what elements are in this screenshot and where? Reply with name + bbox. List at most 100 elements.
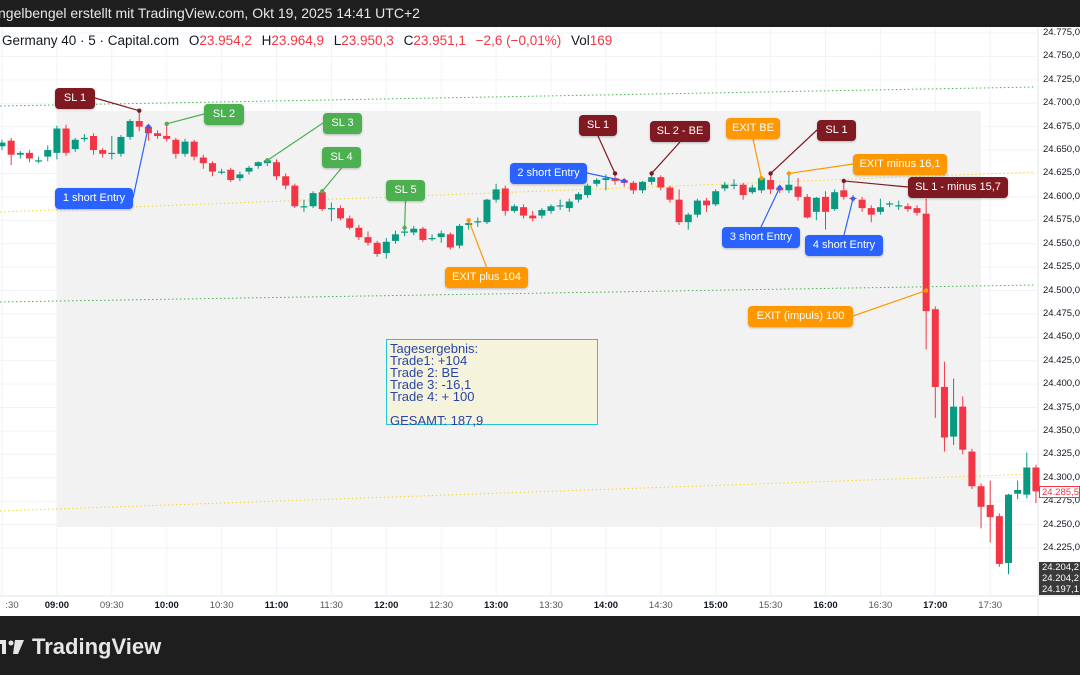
callout-anchor-point [786,171,792,176]
close-label: C [403,33,414,48]
candle-down [208,163,216,172]
time-axis-label: 15:00 [703,600,728,611]
candle-up [245,167,253,172]
price-marker-label: 24.204,2 [1039,573,1080,584]
price-axis-label: 24.475,0 [1043,307,1080,319]
candle-up [181,141,189,154]
callout-exit-orange[interactable]: EXIT BE [726,118,780,139]
callout-connector [468,220,488,268]
time-axis-label: :30 [5,600,19,611]
volume-value: 169 [589,33,613,48]
callout-entry-blue[interactable]: 2 short Entry [510,163,587,184]
candle-up [730,184,738,186]
time-axis-label: 16:00 [813,600,838,611]
price-axis-label: 24.750,0 [1043,50,1080,62]
candle-up [1014,489,1022,494]
candle-up [410,228,418,233]
callout-exit-orange[interactable]: EXIT minus 16,1 [853,154,947,175]
candle-up [721,184,729,189]
callout-anchor-point [164,121,169,127]
callout-sl-red[interactable]: SL 1 [817,120,856,141]
time-axis-label: 17:00 [923,600,948,611]
low-label: L [333,33,342,48]
candle-down [666,187,674,200]
price-axis-label: 24.525,0 [1043,261,1080,273]
candle-up [712,191,720,205]
callout-connector [586,172,625,182]
candle-down [767,180,775,190]
callout-exit-orange[interactable]: EXIT (impuls) 100 [748,306,853,327]
price-axis-label: 24.625,0 [1043,167,1080,179]
publisher-header: ngelbengel erstellt mit TradingView.com,… [0,0,1080,27]
tradingview-logo[interactable]: TradingView [0,634,161,660]
candle-down [364,237,372,243]
price-axis-label: 24.500,0 [1043,284,1080,296]
candle-up [574,194,582,200]
callout-sl-red[interactable]: SL 1 [55,88,95,109]
candle-down [803,196,811,218]
time-axis-label: 13:00 [483,600,509,611]
callout-connector [267,122,324,161]
callout-entry-blue[interactable]: 3 short Entry [722,227,800,248]
open-value: 23.954,2 [199,33,252,48]
callout-sl-green[interactable]: SL 4 [322,147,361,168]
price-axis-label: 24.350,0 [1043,424,1080,436]
candle-up [492,189,500,200]
time-axis-label: 12:00 [374,600,399,611]
candle-down [346,218,354,228]
callout-connector [94,97,140,112]
callout-anchor-point [777,185,782,190]
callout-sl-green[interactable]: SL 3 [323,113,362,134]
candle-down [7,140,15,155]
daily-result-note[interactable]: Tagesergebnis: Trade1: +104 Trade 2: BE … [386,339,598,427]
candle-up [236,174,244,179]
candle-up [300,206,308,208]
callout-entry-blue[interactable]: 4 short Entry [805,235,883,256]
candlestick-chart[interactable] [0,27,1080,616]
candle-down [867,208,875,215]
candle-down [337,208,345,219]
callout-sl-red[interactable]: SL 2 - BE [650,121,710,142]
candle-up [456,225,463,246]
candle-down [977,486,985,507]
callout-entry-blue[interactable]: 1 short Entry [55,188,133,209]
price-axis-label: 24.325,0 [1043,448,1080,460]
time-axis-label: 13:30 [539,600,563,611]
price-axis-label: 24.275,0 [1043,495,1080,507]
price-axis-label: 24.225,0 [1043,542,1080,554]
time-axis-label: 09:00 [44,600,70,611]
candle-up [757,178,765,191]
trend-line [0,171,1036,213]
symbol-legend: Germany 40 · 5 · Capital.com O23.954,2 H… [2,33,612,48]
callout-connector [770,129,818,174]
candle-up [437,233,445,238]
price-axis-label: 24.450,0 [1043,331,1080,343]
candle-down [199,157,207,164]
candle-up [35,160,43,162]
candle-down [739,184,747,195]
callout-exit-orange[interactable]: EXIT plus 104 [445,267,528,288]
candle-up [639,181,646,191]
callout-connector [788,163,854,175]
candle-up [602,178,610,181]
open-label: O [188,33,200,48]
callout-connector [597,135,616,174]
symbol-name[interactable]: Germany 40 · 5 · Capital.com [2,33,180,48]
candle-up [648,177,656,182]
callout-sl-red[interactable]: SL 1 - minus 15,7 [908,177,1008,198]
candle-down [913,208,921,213]
price-axis-label: 24.250,0 [1043,518,1080,530]
callout-sl-green[interactable]: SL 5 [386,180,425,201]
candle-down [291,185,299,207]
callout-anchor-point [649,171,654,176]
callout-sl-green[interactable]: SL 2 [204,104,244,125]
callout-sl-red[interactable]: SL 1 [579,115,617,136]
candle-up [0,142,6,147]
callout-connector [404,200,407,228]
candle-down [62,128,70,153]
candle-up [510,206,518,211]
candle-down [227,169,235,181]
callout-connector [752,138,763,179]
callout-anchor-point [466,218,471,223]
callout-anchor-point [320,189,325,194]
